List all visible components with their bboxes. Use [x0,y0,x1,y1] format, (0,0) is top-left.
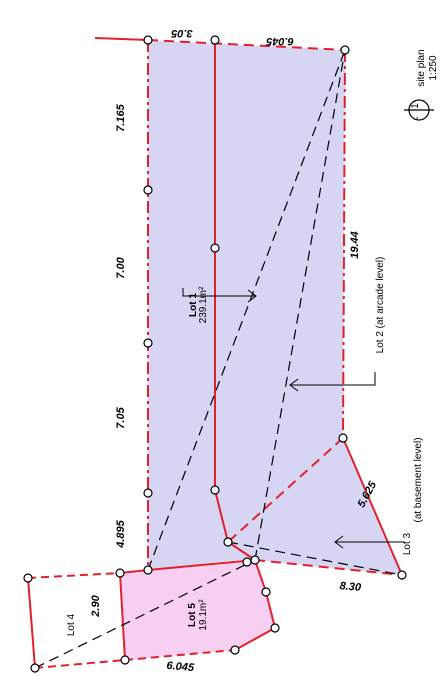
dim-bottom: 8.30 [339,580,362,594]
lot-4-name: Lot 4 [66,613,77,636]
vertex [397,570,407,580]
main-boundary [94,37,403,576]
vertex [250,555,260,565]
vertex [270,623,280,633]
section-marker-top: 1 [410,103,421,109]
dim-top-right: 6.045 [265,35,293,47]
vertex [210,485,220,495]
site-plan-scale: 1:250 [428,55,439,80]
dim-lot5-bottom: 6.045 [166,660,195,674]
lot-3-name: Lot 3 [402,532,413,555]
vertex [120,655,130,665]
vertex [115,568,125,578]
lot-5-area [120,560,275,660]
dim-left-1: 7.165 [115,103,127,131]
vertex [23,573,33,583]
vertex [340,45,350,55]
vertex [210,35,220,45]
lot-1-name: Lot 1 [188,293,199,317]
lot-2-leader [289,372,376,392]
lot-1-area: 239.1m² [198,286,209,323]
site-plan-title: site plan [416,49,427,86]
dim-top-left: 3.05 [170,27,192,39]
lot-5-boundary [119,559,276,661]
vertex [210,243,220,253]
lot-5-area: 19.1m² [198,599,209,631]
dim-right: 19.44 [349,231,361,259]
lot-3-leader [334,535,404,549]
vertex [143,565,153,575]
vertex [143,35,153,45]
vertex [223,537,233,547]
dim-left-4: 4.895 [115,519,127,548]
vertex [30,663,40,673]
dim-left-3: 7.05 [115,406,127,428]
boundary-vertices [23,35,407,673]
lot-dashed-lines [34,49,403,669]
lot-3-note: (at basement level) [413,437,424,522]
vertex [230,645,240,655]
vertex [242,557,252,567]
section-marker: 1 - [404,99,434,121]
vertex [338,433,348,443]
lot-5-name: Lot 5 [187,603,198,627]
lot-1-leader [182,288,257,303]
vertex [143,185,153,195]
section-marker-bottom: - [412,116,423,119]
dim-lot4-width: 2.90 [90,594,102,617]
lot-2-label: Lot 2 (at arcade level) [375,257,386,354]
vertex [143,338,153,348]
vertex [143,488,153,498]
vertex [261,587,271,597]
dim-left-2: 7.00 [115,256,127,278]
lot-4-boundary [27,572,126,669]
